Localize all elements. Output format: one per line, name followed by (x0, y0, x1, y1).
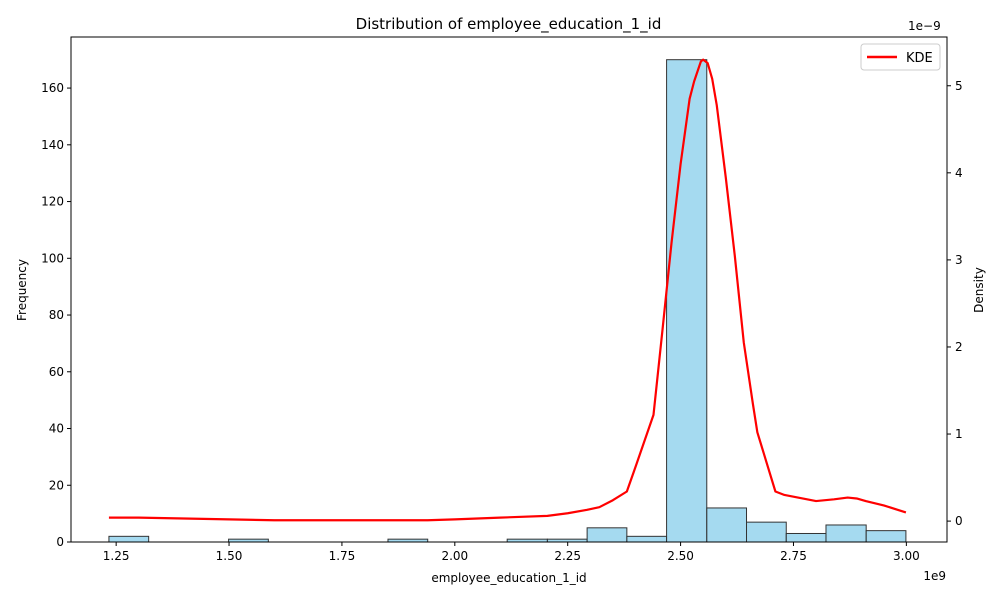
y-tick-label: 120 (41, 195, 64, 209)
histogram-bar (108, 535, 150, 543)
legend-kde-label: KDE (906, 51, 933, 66)
x-tick-label: 1.25 (103, 549, 130, 563)
histogram-bar (586, 527, 628, 543)
x-axis-label: employee_education_1_id (431, 571, 586, 585)
chart-title: Distribution of employee_education_1_id (356, 15, 662, 34)
y-tick-label: 160 (41, 81, 64, 95)
y2-tick-label: 1 (955, 427, 963, 441)
x-tick-label: 2.25 (554, 549, 581, 563)
histogram-bar (626, 535, 668, 543)
y-tick-label: 80 (49, 308, 64, 322)
x-tick-label: 1.50 (216, 549, 243, 563)
y-tick-label: 100 (41, 251, 64, 265)
x-tick-label: 2.00 (441, 549, 468, 563)
x-tick-label: 2.75 (780, 549, 807, 563)
y-axis-frequency: 0 20 40 60 80 100 120 140 160 (41, 81, 71, 549)
y-tick-label: 20 (49, 478, 64, 492)
y-tick-label: 0 (56, 535, 64, 549)
histogram-bar (746, 521, 787, 543)
x-tick-label: 1.75 (329, 549, 356, 563)
histogram-bar (785, 532, 827, 543)
x-tick-label: 2.50 (667, 549, 694, 563)
y2-tick-label: 2 (955, 340, 963, 354)
plot-area (108, 58, 907, 543)
y2-tick-label: 4 (955, 166, 963, 180)
histogram-bar (666, 59, 708, 543)
y2-tick-label: 5 (955, 79, 963, 93)
histogram-bar (865, 530, 907, 543)
x-tick-label: 3.00 (893, 549, 920, 563)
histogram-bar (825, 524, 867, 543)
kde-line (108, 58, 907, 522)
plot-frame (70, 36, 948, 543)
y-tick-label: 60 (49, 365, 64, 379)
y-axis-density: 0 1 2 3 4 5 (947, 79, 963, 528)
legend-box (860, 43, 941, 71)
x-offset-label: 1e9 (923, 569, 946, 583)
x-axis: 1.25 1.50 1.75 2.00 2.25 2.50 2.75 3.00 (103, 542, 920, 563)
y2-tick-label: 0 (955, 514, 963, 528)
legend: KDE (860, 43, 941, 71)
y-axis-label: Frequency (15, 259, 29, 321)
histogram-bar (706, 507, 748, 543)
y2-tick-label: 3 (955, 253, 963, 267)
y-tick-label: 40 (49, 422, 64, 436)
y2-axis-label: Density (972, 267, 986, 313)
y-tick-label: 140 (41, 138, 64, 152)
y2-offset-label: 1e−9 (908, 19, 941, 33)
